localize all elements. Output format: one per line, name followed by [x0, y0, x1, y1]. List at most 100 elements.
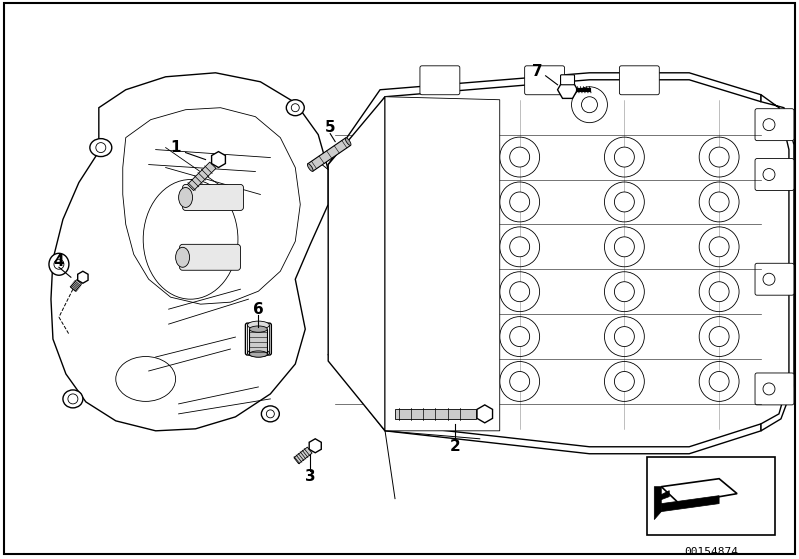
Text: 1: 1 — [170, 140, 181, 155]
Circle shape — [604, 272, 644, 312]
Circle shape — [499, 182, 539, 222]
Circle shape — [96, 143, 105, 153]
Circle shape — [699, 182, 739, 222]
Circle shape — [710, 282, 729, 302]
FancyBboxPatch shape — [245, 323, 272, 355]
Text: 3: 3 — [305, 469, 316, 484]
Circle shape — [499, 362, 539, 401]
Circle shape — [405, 326, 425, 347]
Circle shape — [710, 372, 729, 391]
Ellipse shape — [89, 139, 112, 157]
Circle shape — [699, 362, 739, 401]
Polygon shape — [328, 73, 761, 169]
Circle shape — [699, 227, 739, 267]
Circle shape — [510, 192, 530, 212]
Circle shape — [763, 168, 775, 181]
Circle shape — [395, 272, 435, 312]
Bar — [647, 457, 775, 534]
Circle shape — [499, 316, 539, 357]
Circle shape — [405, 147, 425, 167]
FancyBboxPatch shape — [561, 75, 574, 85]
FancyBboxPatch shape — [755, 159, 794, 191]
Circle shape — [710, 147, 729, 167]
Polygon shape — [294, 447, 312, 464]
Circle shape — [710, 237, 729, 257]
Circle shape — [614, 282, 634, 302]
Circle shape — [614, 372, 634, 391]
Circle shape — [571, 87, 607, 122]
Polygon shape — [662, 496, 719, 511]
Circle shape — [763, 383, 775, 395]
Circle shape — [395, 316, 435, 357]
Polygon shape — [309, 439, 321, 453]
Circle shape — [699, 137, 739, 177]
Circle shape — [510, 147, 530, 167]
Circle shape — [710, 326, 729, 347]
Circle shape — [266, 410, 274, 418]
Circle shape — [604, 227, 644, 267]
FancyBboxPatch shape — [755, 108, 794, 141]
Circle shape — [710, 192, 729, 212]
Circle shape — [510, 326, 530, 347]
Ellipse shape — [249, 351, 268, 357]
Circle shape — [499, 227, 539, 267]
Circle shape — [405, 282, 425, 302]
Circle shape — [614, 147, 634, 167]
FancyBboxPatch shape — [619, 66, 659, 94]
Circle shape — [395, 182, 435, 222]
Ellipse shape — [49, 253, 69, 275]
Polygon shape — [761, 94, 794, 431]
Circle shape — [395, 227, 435, 267]
Ellipse shape — [248, 321, 269, 329]
Circle shape — [405, 237, 425, 257]
Polygon shape — [51, 73, 328, 431]
FancyBboxPatch shape — [755, 373, 794, 405]
FancyBboxPatch shape — [525, 66, 565, 94]
Circle shape — [763, 119, 775, 131]
Polygon shape — [249, 329, 268, 354]
Polygon shape — [78, 271, 88, 283]
Circle shape — [405, 372, 425, 391]
Polygon shape — [654, 487, 662, 519]
Circle shape — [292, 104, 300, 112]
Polygon shape — [308, 138, 351, 171]
Polygon shape — [558, 81, 578, 98]
Ellipse shape — [248, 349, 269, 357]
Text: 00154874: 00154874 — [684, 547, 738, 557]
Text: 6: 6 — [253, 302, 264, 316]
Circle shape — [763, 273, 775, 285]
FancyBboxPatch shape — [420, 66, 460, 94]
Circle shape — [604, 316, 644, 357]
Text: 5: 5 — [325, 120, 336, 135]
Text: 7: 7 — [532, 64, 543, 79]
Circle shape — [510, 372, 530, 391]
Circle shape — [614, 326, 634, 347]
FancyBboxPatch shape — [755, 263, 794, 295]
Ellipse shape — [116, 357, 176, 401]
Ellipse shape — [176, 247, 189, 267]
Ellipse shape — [286, 100, 304, 116]
Circle shape — [510, 282, 530, 302]
Circle shape — [699, 316, 739, 357]
Circle shape — [499, 137, 539, 177]
Polygon shape — [477, 405, 492, 423]
Ellipse shape — [249, 326, 268, 332]
Polygon shape — [385, 97, 499, 431]
Circle shape — [604, 182, 644, 222]
Circle shape — [614, 237, 634, 257]
Circle shape — [499, 272, 539, 312]
Polygon shape — [395, 409, 475, 419]
Polygon shape — [328, 354, 761, 454]
FancyBboxPatch shape — [180, 244, 240, 270]
Ellipse shape — [308, 164, 313, 172]
Polygon shape — [212, 151, 225, 168]
Polygon shape — [328, 97, 385, 431]
Circle shape — [510, 237, 530, 257]
Text: 2: 2 — [450, 439, 460, 454]
FancyBboxPatch shape — [183, 184, 244, 210]
Circle shape — [405, 192, 425, 212]
Circle shape — [699, 272, 739, 312]
Ellipse shape — [261, 406, 280, 422]
Polygon shape — [70, 280, 81, 291]
Ellipse shape — [179, 187, 193, 207]
